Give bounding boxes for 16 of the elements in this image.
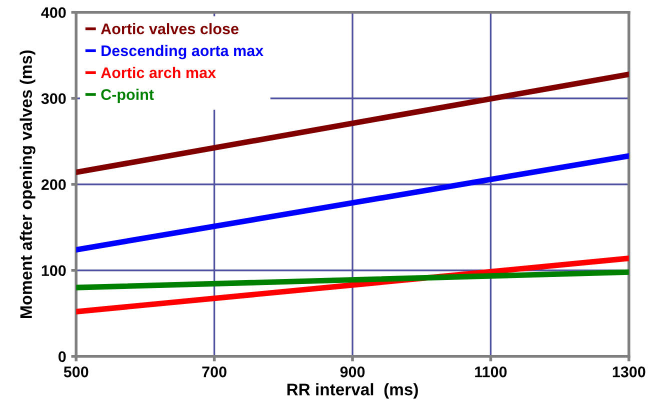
y-tick-label: 400 (41, 7, 66, 18)
y-axis-title: Moment after opening valves (ms) (20, 50, 36, 318)
legend-label: Aortic valves close (100, 23, 238, 34)
x-tick-label: 900 (340, 366, 365, 378)
y-tick-label: 200 (41, 179, 66, 190)
legend-label: Descending aorta max (102, 44, 264, 60)
x-axis-title: RR interval (ms) (287, 383, 418, 399)
x-tick-label: 700 (202, 366, 226, 378)
legend-label: Aortic arch max (100, 66, 216, 78)
y-tick-label: 300 (41, 93, 66, 104)
x-tick-label: 1300 (612, 366, 646, 378)
y-tick-label: 0 (58, 351, 66, 362)
x-tick-label: 500 (64, 366, 88, 378)
legend-label: C-point (101, 88, 154, 104)
y-tick-label: 100 (42, 265, 66, 276)
x-tick-label: 1100 (475, 366, 507, 378)
